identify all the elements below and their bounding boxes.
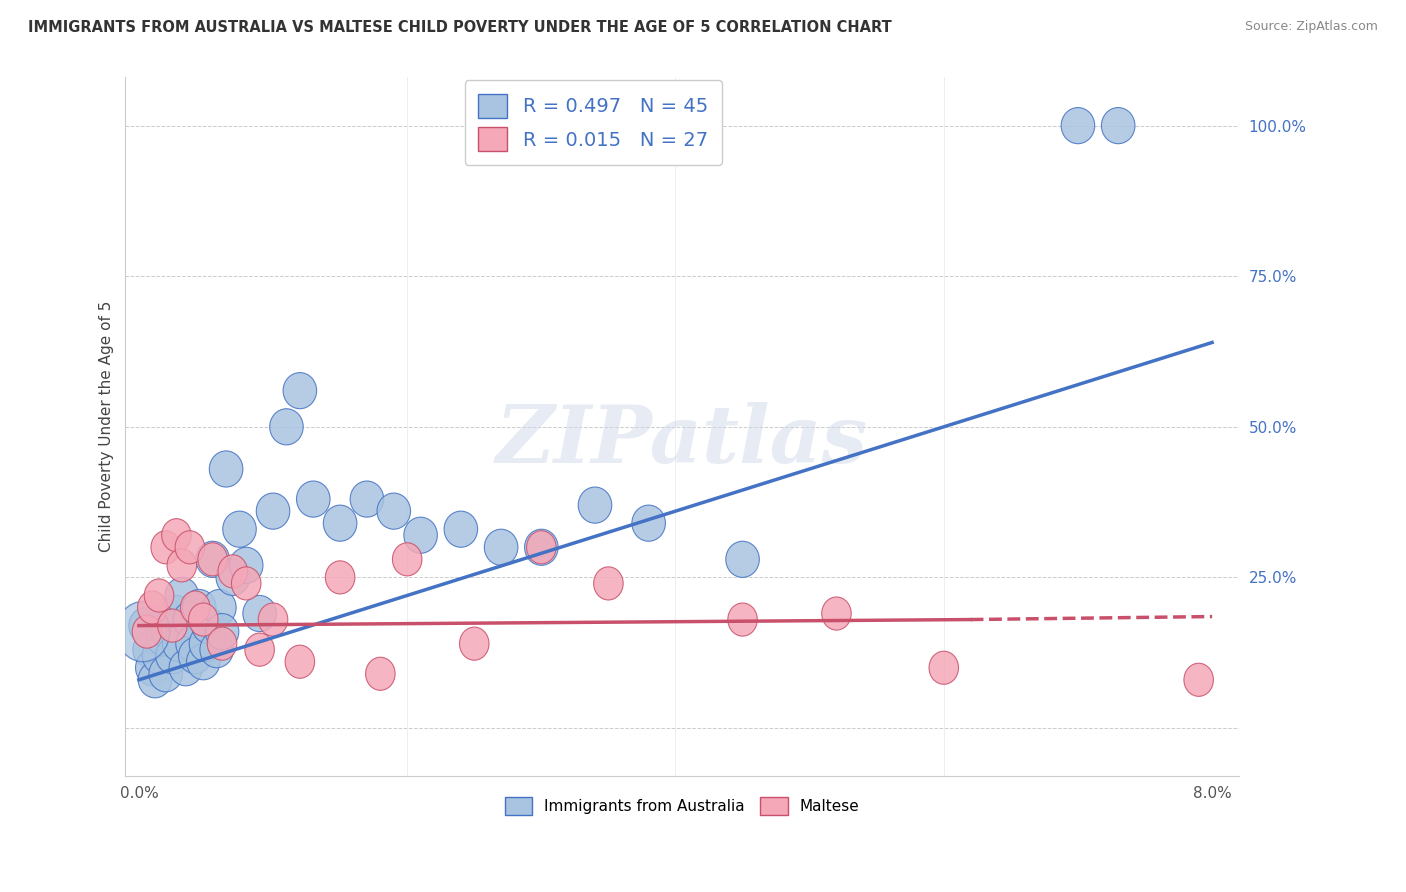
Ellipse shape [259,603,288,636]
Ellipse shape [725,541,759,577]
Ellipse shape [392,542,422,576]
Ellipse shape [243,596,277,632]
Ellipse shape [156,638,190,673]
Ellipse shape [183,590,217,625]
Ellipse shape [209,450,243,487]
Ellipse shape [150,531,180,564]
Ellipse shape [325,561,354,594]
Ellipse shape [323,505,357,541]
Ellipse shape [179,638,212,673]
Ellipse shape [162,518,191,552]
Ellipse shape [169,649,202,686]
Ellipse shape [117,601,170,662]
Ellipse shape [404,517,437,553]
Ellipse shape [180,591,209,624]
Ellipse shape [132,632,166,668]
Ellipse shape [484,529,517,566]
Ellipse shape [1101,108,1135,144]
Ellipse shape [149,656,183,692]
Ellipse shape [229,548,263,583]
Ellipse shape [191,607,225,644]
Ellipse shape [167,549,197,582]
Ellipse shape [195,541,229,577]
Ellipse shape [377,493,411,529]
Ellipse shape [728,603,758,636]
Ellipse shape [593,566,623,600]
Ellipse shape [152,614,186,649]
Ellipse shape [366,657,395,690]
Ellipse shape [160,596,193,632]
Ellipse shape [142,638,176,673]
Ellipse shape [297,481,330,517]
Ellipse shape [200,632,233,668]
Ellipse shape [129,607,162,644]
Ellipse shape [444,511,478,548]
Legend: Immigrants from Australia, Maltese: Immigrants from Australia, Maltese [495,788,869,824]
Ellipse shape [821,597,851,630]
Ellipse shape [524,529,558,566]
Ellipse shape [176,531,205,564]
Ellipse shape [187,644,221,680]
Ellipse shape [631,505,665,541]
Ellipse shape [157,609,187,642]
Ellipse shape [188,603,218,636]
Ellipse shape [245,633,274,666]
Ellipse shape [173,601,207,638]
Ellipse shape [578,487,612,524]
Ellipse shape [135,649,169,686]
Text: IMMIGRANTS FROM AUSTRALIA VS MALTESE CHILD POVERTY UNDER THE AGE OF 5 CORRELATIO: IMMIGRANTS FROM AUSTRALIA VS MALTESE CHI… [28,20,891,35]
Text: ZIPatlas: ZIPatlas [496,402,869,480]
Ellipse shape [217,559,249,596]
Ellipse shape [138,591,167,624]
Ellipse shape [232,566,262,600]
Ellipse shape [207,627,236,660]
Ellipse shape [460,627,489,660]
Ellipse shape [350,481,384,517]
Ellipse shape [145,579,174,612]
Ellipse shape [138,662,172,698]
Ellipse shape [1184,664,1213,697]
Ellipse shape [218,555,247,588]
Ellipse shape [256,493,290,529]
Ellipse shape [270,409,304,445]
Ellipse shape [132,615,162,648]
Ellipse shape [285,645,315,678]
Ellipse shape [1062,108,1095,144]
Ellipse shape [222,511,256,548]
Ellipse shape [205,614,239,649]
Ellipse shape [165,577,198,614]
Ellipse shape [190,625,222,662]
Ellipse shape [202,590,236,625]
Ellipse shape [162,625,195,662]
Ellipse shape [283,373,316,409]
Text: Source: ZipAtlas.com: Source: ZipAtlas.com [1244,20,1378,33]
Ellipse shape [146,620,180,656]
Ellipse shape [176,625,209,662]
Ellipse shape [929,651,959,684]
Ellipse shape [527,531,557,564]
Y-axis label: Child Poverty Under the Age of 5: Child Poverty Under the Age of 5 [100,301,114,552]
Ellipse shape [198,542,228,576]
